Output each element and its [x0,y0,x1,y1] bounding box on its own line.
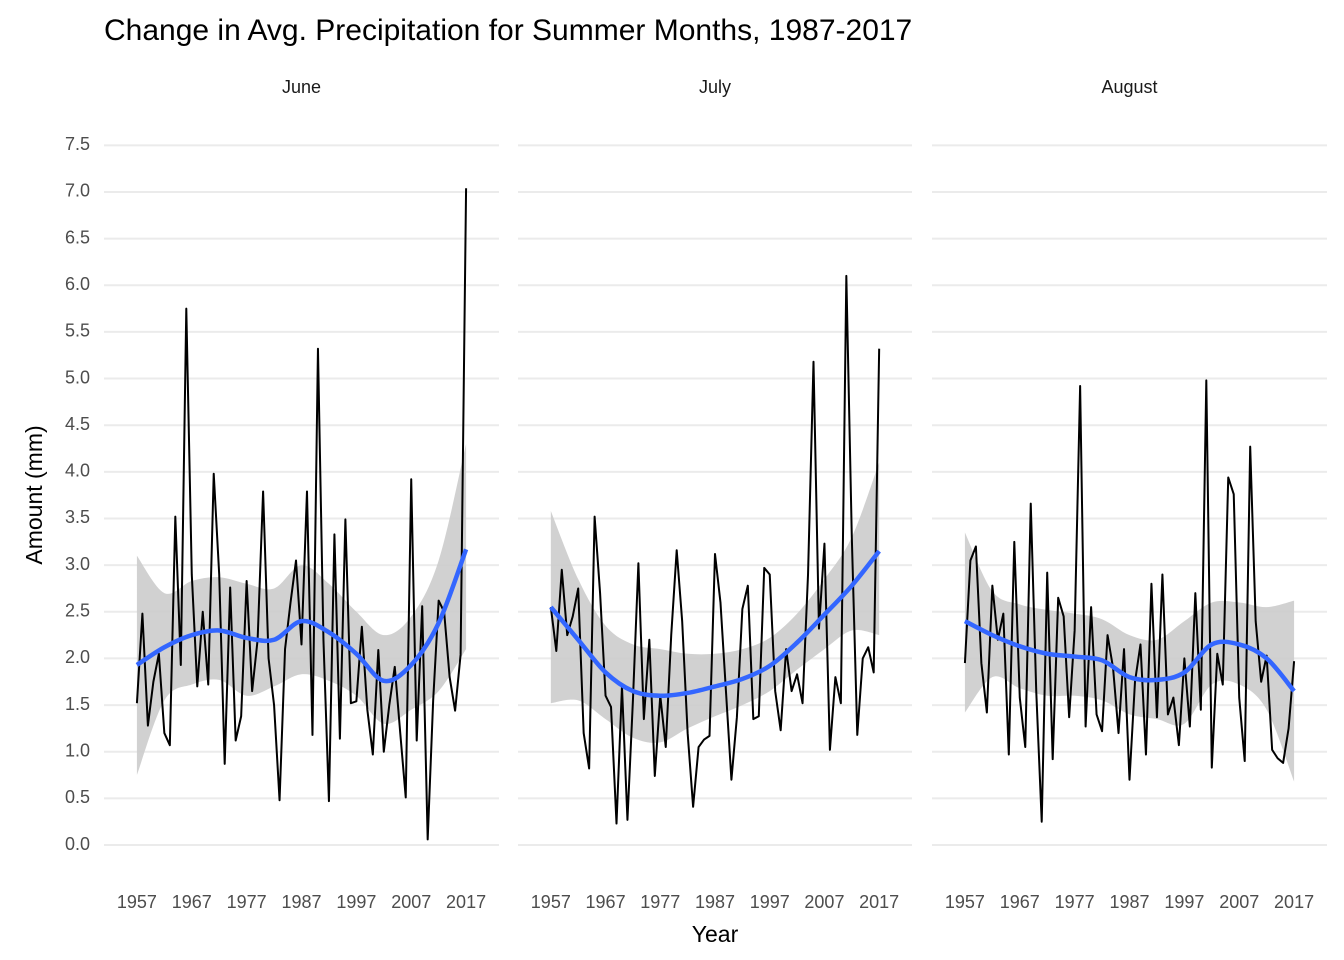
confidence-band [964,532,1295,782]
x-tick-label: 1957 [531,892,571,912]
y-tick-label: 6.5 [65,227,90,247]
panel-title: July [699,77,731,97]
x-tick-label: 1997 [1164,892,1204,912]
x-tick-label: 1977 [1055,892,1095,912]
y-tick-label: 0.5 [65,787,90,807]
y-tick-label: 7.5 [65,134,90,154]
confidence-band [136,443,467,776]
x-tick-label: 2007 [391,892,431,912]
x-tick-label: 2017 [859,892,899,912]
confidence-band [550,462,880,743]
y-tick-label: 4.0 [65,461,90,481]
panel-title: June [282,77,321,97]
x-tick-label: 2017 [1274,892,1314,912]
x-axis-title: Year [692,921,739,947]
x-tick-label: 2017 [446,892,486,912]
y-tick-label: 2.5 [65,601,90,621]
x-tick-label: 1967 [172,892,212,912]
x-tick-label: 1967 [586,892,626,912]
y-tick-label: 2.0 [65,647,90,667]
y-tick-label: 1.5 [65,694,90,714]
x-tick-label: 2007 [1219,892,1259,912]
y-tick-label: 5.0 [65,367,90,387]
panel-title: August [1101,77,1157,97]
y-tick-label: 3.0 [65,554,90,574]
y-tick-label: 7.0 [65,181,90,201]
data-line [549,274,881,825]
y-tick-label: 0.0 [65,834,90,854]
x-tick-label: 1977 [227,892,267,912]
x-tick-label: 1987 [695,892,735,912]
x-tick-label: 1997 [336,892,376,912]
x-tick-label: 1957 [117,892,157,912]
data-line [135,188,468,841]
y-tick-label: 3.5 [65,507,90,527]
smooth-line [135,548,469,684]
x-tick-label: 1957 [945,892,985,912]
chart-title: Change in Avg. Precipitation for Summer … [104,14,912,47]
x-tick-label: 1997 [750,892,790,912]
x-tick-label: 1967 [1000,892,1040,912]
y-tick-label: 4.5 [65,414,90,434]
x-tick-label: 2007 [804,892,844,912]
smooth-line [549,549,881,699]
y-tick-label: 1.0 [65,740,90,760]
x-tick-label: 1977 [640,892,680,912]
y-tick-label: 5.5 [65,321,90,341]
y-tick-label: 6.0 [65,274,90,294]
x-tick-label: 1987 [1109,892,1149,912]
y-axis-title: Amount (mm) [21,425,47,564]
x-tick-label: 1987 [281,892,321,912]
smooth-line [963,619,1296,693]
data-line [963,379,1296,823]
